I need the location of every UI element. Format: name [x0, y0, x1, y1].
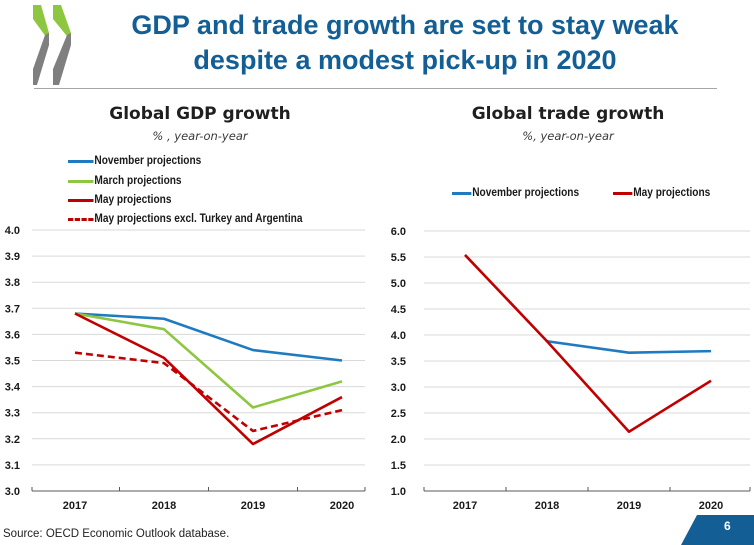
- gdp-y-tick-label: 3.0: [5, 486, 20, 498]
- slide-title: GDP and trade growth are set to stay wea…: [90, 8, 720, 78]
- trade-x-tick-label: 2019: [617, 500, 641, 512]
- logo-chevron-right-gray: [53, 33, 71, 85]
- trade-y-tick-label: 1.5: [391, 460, 406, 472]
- gdp-chart-title: Global GDP growth: [109, 104, 291, 124]
- legend-swatch: [68, 198, 94, 202]
- gdp-x-tick-label: 2017: [63, 500, 87, 512]
- trade-y-tick-label: 5.0: [391, 278, 406, 290]
- oecd-logo-icon: [33, 5, 71, 85]
- gdp-x-tick-label: 2018: [152, 500, 176, 512]
- trade-y-tick-label: 1.0: [391, 486, 406, 498]
- gdp-legend-november: November projections: [68, 155, 201, 167]
- gdp-y-tick-label: 3.1: [5, 460, 20, 472]
- trade-y-tick-label: 2.0: [391, 434, 406, 446]
- logo-chevron-left-gray: [33, 33, 49, 85]
- trade-legend-november: November projections: [452, 187, 579, 199]
- trade-y-tick-label: 2.5: [391, 408, 406, 420]
- legend-label: November projections: [472, 187, 580, 199]
- trade-series-november-projections: [546, 339, 712, 354]
- legend-label: November projections: [94, 155, 202, 167]
- gdp-y-tick-label: 3.7: [5, 303, 20, 315]
- trade-legend-may: May projections: [613, 187, 710, 199]
- trade-y-tick-label: 6.0: [391, 226, 406, 238]
- gdp-chart-subtitle: % , year-on-year: [152, 129, 248, 143]
- gdp-y-tick-label: 3.8: [5, 277, 20, 289]
- legend-swatch: [68, 217, 94, 221]
- page-number: 6: [724, 519, 731, 533]
- gdp-legend-march: March projections: [68, 175, 182, 187]
- trade-x-tick-label: 2017: [453, 500, 477, 512]
- title-divider: [34, 88, 717, 89]
- gdp-series-november-projections: [74, 312, 343, 362]
- trade-chart-title: Global trade growth: [471, 104, 665, 124]
- trade-y-tick-label: 4.0: [391, 330, 406, 342]
- gdp-y-tick-label: 3.4: [5, 382, 21, 394]
- trade-y-tick-label: 3.0: [391, 382, 406, 394]
- gdp-x-tick-label: 2019: [241, 500, 265, 512]
- gdp-y-tick-label: 3.2: [5, 434, 20, 446]
- gdp-y-tick-label: 4.0: [5, 225, 20, 237]
- legend-swatch: [68, 179, 94, 183]
- trade-series-may-projections: [464, 254, 712, 434]
- trade-chart-subtitle: %, year-on-year: [522, 129, 614, 143]
- slide-title-line-2: despite a modest pick-up in 2020: [193, 45, 617, 75]
- trade-y-tick-label: 5.5: [391, 252, 406, 264]
- trade-x-tick-label: 2018: [535, 500, 559, 512]
- slide-title-line-1: GDP and trade growth are set to stay wea…: [131, 10, 679, 40]
- trade-y-tick-label: 4.5: [391, 304, 406, 316]
- source-note: Source: OECD Economic Outlook database.: [3, 528, 230, 540]
- legend-label: May projections: [633, 187, 711, 199]
- gdp-series-march-projections: [74, 312, 343, 409]
- gdp-y-tick-label: 3.3: [5, 408, 20, 420]
- legend-swatch: [613, 191, 633, 195]
- gdp-legend-may: May projections: [68, 194, 171, 206]
- gdp-legend-may-excl: May projections excl. Turkey and Argenti…: [68, 213, 302, 225]
- gdp-y-tick-label: 3.6: [5, 329, 20, 341]
- legend-label: May projections: [94, 194, 172, 206]
- logo-chevron-right-green: [53, 5, 71, 41]
- logo-chevron-left-green: [33, 5, 49, 41]
- gdp-y-tick-label: 3.9: [5, 251, 20, 263]
- page-number-tab: [681, 515, 754, 545]
- legend-swatch: [452, 191, 472, 195]
- trade-x-tick-label: 2020: [699, 500, 723, 512]
- trade-y-tick-label: 3.5: [391, 356, 406, 368]
- gdp-y-tick-label: 3.5: [5, 356, 20, 368]
- legend-label: May projections excl. Turkey and Argenti…: [94, 213, 303, 225]
- gdp-series-may-projections-excl-turkey-and-argentina: [74, 351, 343, 433]
- legend-label: March projections: [94, 175, 182, 187]
- gdp-x-tick-label: 2020: [330, 500, 354, 512]
- legend-swatch: [68, 159, 94, 163]
